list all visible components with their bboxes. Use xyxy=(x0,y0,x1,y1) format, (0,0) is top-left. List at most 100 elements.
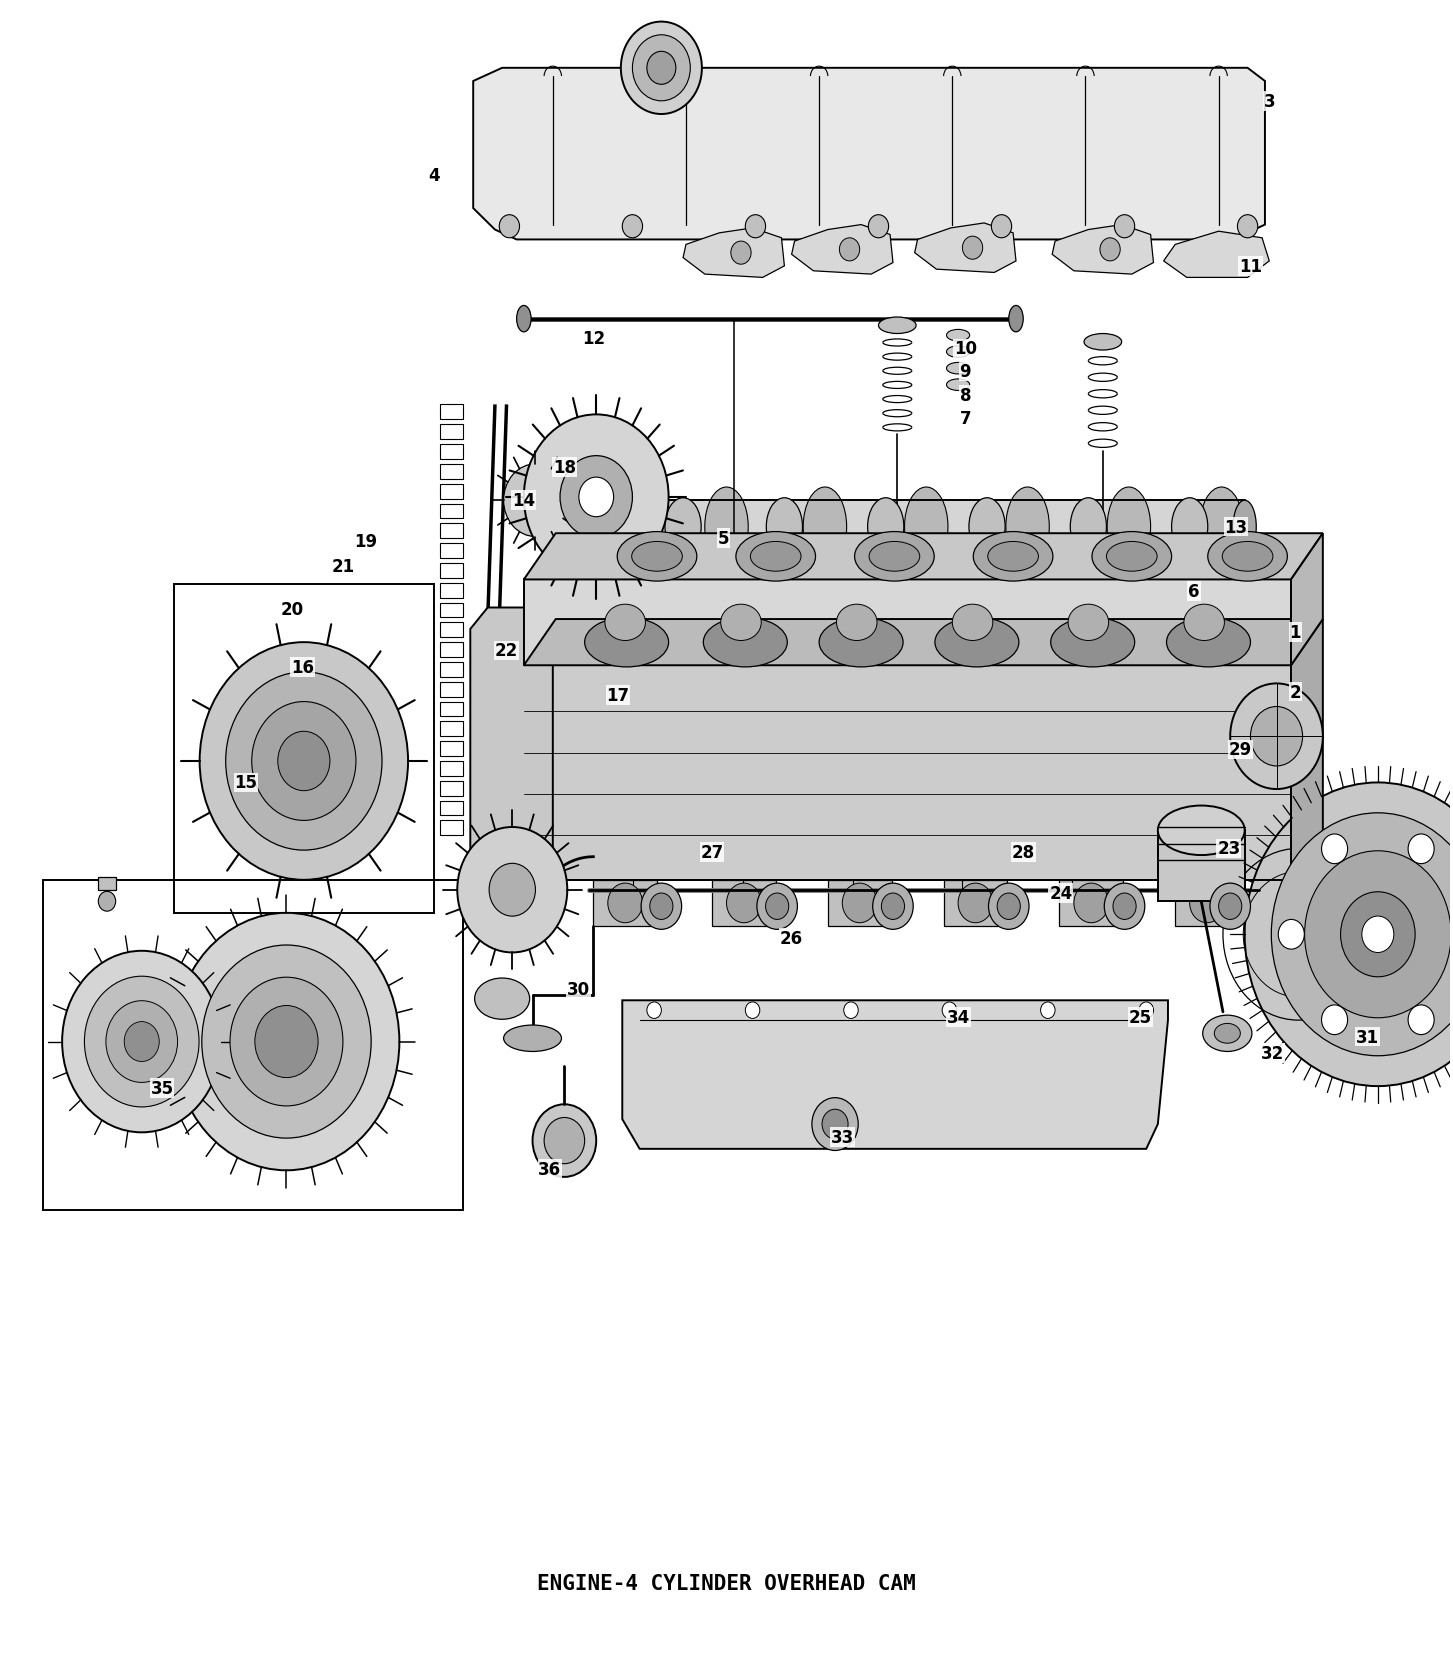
Circle shape xyxy=(1231,684,1322,789)
Ellipse shape xyxy=(872,566,923,594)
Ellipse shape xyxy=(1203,1016,1252,1053)
Text: 8: 8 xyxy=(959,386,971,404)
Bar xyxy=(99,877,116,890)
Ellipse shape xyxy=(735,533,815,581)
Circle shape xyxy=(647,53,676,86)
Bar xyxy=(1175,880,1239,927)
Circle shape xyxy=(578,478,613,518)
Bar xyxy=(44,880,464,1210)
Ellipse shape xyxy=(1158,806,1245,856)
Circle shape xyxy=(62,952,221,1132)
Ellipse shape xyxy=(946,346,969,357)
Ellipse shape xyxy=(1104,884,1145,930)
Circle shape xyxy=(84,976,199,1107)
Circle shape xyxy=(745,1003,760,1019)
Text: 14: 14 xyxy=(513,492,535,510)
Polygon shape xyxy=(792,225,894,275)
Circle shape xyxy=(202,945,371,1139)
Text: 35: 35 xyxy=(151,1079,173,1097)
Polygon shape xyxy=(1292,535,1322,665)
Text: 22: 22 xyxy=(495,642,519,660)
Ellipse shape xyxy=(712,548,756,581)
Ellipse shape xyxy=(1075,571,1130,606)
Circle shape xyxy=(173,914,400,1170)
Ellipse shape xyxy=(1207,533,1287,581)
Circle shape xyxy=(1245,783,1453,1086)
Ellipse shape xyxy=(766,894,789,920)
Text: 24: 24 xyxy=(1049,884,1072,902)
Circle shape xyxy=(1305,851,1452,1018)
Ellipse shape xyxy=(604,604,645,640)
Bar xyxy=(440,525,464,540)
Circle shape xyxy=(840,238,860,261)
Circle shape xyxy=(942,1003,956,1019)
Ellipse shape xyxy=(946,379,969,391)
Bar xyxy=(440,761,464,776)
Ellipse shape xyxy=(997,894,1020,920)
Text: 20: 20 xyxy=(280,601,304,619)
Circle shape xyxy=(869,215,889,238)
Text: 10: 10 xyxy=(953,341,976,357)
Bar xyxy=(1158,831,1245,902)
Bar xyxy=(440,682,464,697)
Bar xyxy=(440,602,464,617)
Text: 34: 34 xyxy=(946,1008,969,1026)
Ellipse shape xyxy=(873,884,914,930)
Text: 26: 26 xyxy=(780,928,804,947)
Bar xyxy=(440,821,464,836)
Ellipse shape xyxy=(1084,334,1122,351)
Text: 7: 7 xyxy=(959,409,971,427)
Polygon shape xyxy=(525,665,1292,880)
Circle shape xyxy=(1139,1003,1154,1019)
Text: 31: 31 xyxy=(1356,1028,1379,1046)
Ellipse shape xyxy=(837,604,878,640)
Circle shape xyxy=(1322,834,1347,864)
Bar xyxy=(440,425,464,440)
Text: 29: 29 xyxy=(1229,741,1252,760)
Text: 18: 18 xyxy=(554,458,575,477)
Circle shape xyxy=(1190,884,1225,923)
Ellipse shape xyxy=(905,488,947,568)
Text: 12: 12 xyxy=(581,331,604,348)
Ellipse shape xyxy=(819,617,904,667)
Text: 27: 27 xyxy=(700,844,724,861)
Bar xyxy=(440,741,464,756)
Polygon shape xyxy=(525,535,1322,581)
Ellipse shape xyxy=(882,894,905,920)
Bar xyxy=(440,485,464,500)
Circle shape xyxy=(504,465,567,538)
Ellipse shape xyxy=(1210,884,1251,930)
Text: 13: 13 xyxy=(1225,518,1248,536)
Bar xyxy=(440,702,464,717)
Ellipse shape xyxy=(1051,617,1135,667)
Ellipse shape xyxy=(612,501,638,554)
Circle shape xyxy=(607,884,642,923)
Ellipse shape xyxy=(1113,894,1136,920)
Text: 6: 6 xyxy=(1189,583,1200,601)
Bar xyxy=(440,564,464,579)
Circle shape xyxy=(1100,238,1120,261)
Bar xyxy=(440,405,464,420)
Text: 19: 19 xyxy=(355,533,378,551)
Ellipse shape xyxy=(641,884,681,930)
Ellipse shape xyxy=(1005,488,1049,568)
Ellipse shape xyxy=(1008,306,1023,333)
Circle shape xyxy=(958,884,992,923)
Circle shape xyxy=(124,1023,160,1063)
Ellipse shape xyxy=(879,318,915,334)
Circle shape xyxy=(225,672,382,851)
Bar xyxy=(440,722,464,736)
Circle shape xyxy=(731,242,751,265)
Circle shape xyxy=(1279,920,1305,950)
Polygon shape xyxy=(474,70,1266,240)
Ellipse shape xyxy=(766,498,802,556)
Circle shape xyxy=(500,215,520,238)
Ellipse shape xyxy=(1171,498,1207,556)
Ellipse shape xyxy=(517,306,532,333)
Text: 2: 2 xyxy=(1289,684,1300,702)
Circle shape xyxy=(99,892,116,912)
Bar xyxy=(1059,880,1123,927)
Ellipse shape xyxy=(1184,604,1225,640)
Circle shape xyxy=(812,1097,859,1150)
Text: 32: 32 xyxy=(1261,1044,1284,1063)
